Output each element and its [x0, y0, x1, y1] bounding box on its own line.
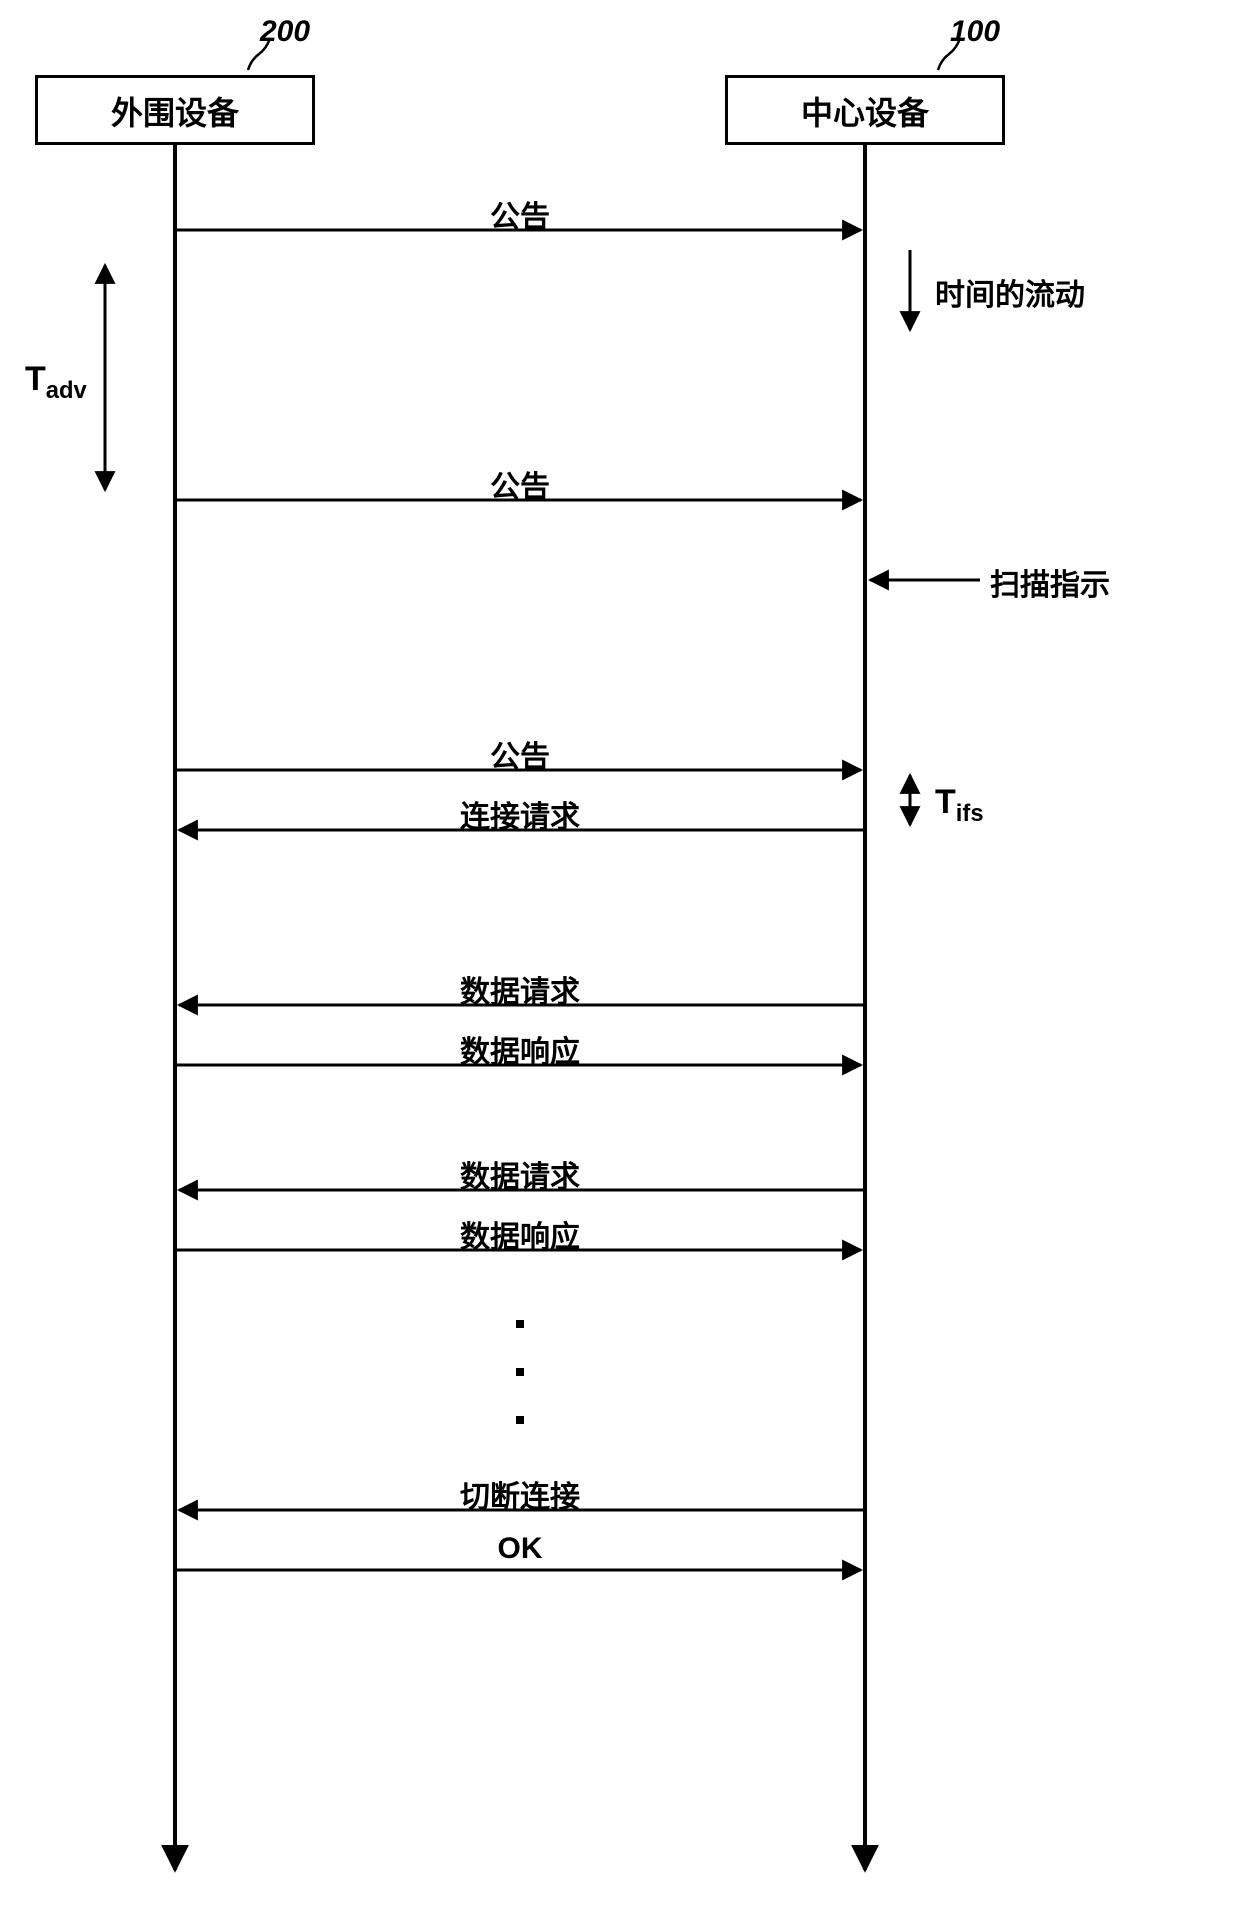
- message-label-7: 数据响应: [175, 1212, 865, 1256]
- message-label-3: 连接请求: [175, 792, 865, 836]
- actor-box-right: 中心设备: [725, 75, 1005, 145]
- message-label-5: 数据响应: [175, 1027, 865, 1071]
- message-label-0: 公告: [175, 192, 865, 236]
- time-flow-label: 时间的流动: [935, 270, 1085, 314]
- message-label-6: 数据请求: [175, 1152, 865, 1196]
- message-label-8: 切断连接: [175, 1472, 865, 1516]
- message-label-4: 数据请求: [175, 967, 865, 1011]
- actor-box-left: 外围设备: [35, 75, 315, 145]
- sequence-diagram: 外围设备200中心设备100公告公告公告连接请求数据请求数据响应数据请求数据响应…: [0, 0, 1240, 1909]
- scan-indication-label: 扫描指示: [990, 560, 1110, 604]
- message-label-9: OK: [175, 1532, 865, 1566]
- t-ifs-label: Tifs: [935, 783, 984, 828]
- t-adv-label: Tadv: [25, 360, 87, 405]
- message-label-2: 公告: [175, 732, 865, 776]
- message-label-1: 公告: [175, 462, 865, 506]
- ref-label-left: 200: [260, 15, 310, 49]
- ref-label-right: 100: [950, 15, 1000, 49]
